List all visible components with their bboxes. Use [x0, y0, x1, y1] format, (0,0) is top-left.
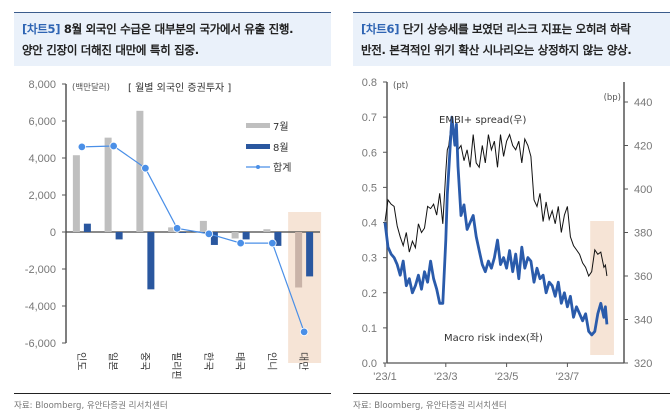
macro-risk-line [383, 115, 609, 337]
y-tick-label: 6,000 [28, 116, 56, 128]
y-left-tick-label: 0.0 [362, 358, 377, 370]
y-tick-label: -4,000 [25, 301, 56, 313]
chart5-source: 자료: Bloomberg, 유안타증권 리서치센터 [14, 401, 168, 411]
y-left-tick-label: 0.7 [362, 112, 377, 124]
chart6-tag: [차트6] [361, 22, 400, 36]
y-tick-label: -6,000 [25, 338, 56, 350]
y-left-tick-label: 0.3 [362, 253, 377, 265]
chart5-title-line2: 양안 긴장이 더해진 대만에 특히 집중. [22, 43, 199, 57]
chart-title: [ 월별 외국인 증권투자 ] [128, 82, 231, 94]
chart5-title: [차트5] 8월 외국인 수급은 대부분의 국가에서 유출 진행. 양안 긴장이… [14, 12, 331, 66]
bar-aug-7 [306, 232, 314, 277]
x-tick-label: '23/3 [434, 371, 458, 383]
right-unit-label: (bp) [604, 93, 621, 103]
bar-jul-3 [168, 227, 176, 232]
bar-jul-1 [104, 137, 112, 232]
chart6-divider [353, 393, 670, 394]
unit-label: (백만달러) [72, 82, 110, 93]
chart5-tag: [차트5] [22, 22, 61, 36]
y-left-tick-label: 0.5 [362, 182, 377, 194]
y-tick-label: 8,000 [28, 79, 56, 91]
x-tick-label: '23/1 [373, 371, 397, 383]
bar-jul-6 [263, 229, 271, 232]
chart5-panel: [차트5] 8월 외국인 수급은 대부분의 국가에서 유출 진행. 양안 긴장이… [0, 0, 331, 417]
bar-jul-4 [199, 220, 207, 232]
bar-aug-0 [83, 223, 91, 232]
bar-aug-5 [242, 232, 250, 240]
x-label-0: 인도 [75, 352, 87, 370]
x-label-6: 인니 [265, 352, 277, 370]
legend-jul-swatch [246, 123, 270, 128]
total-point-6 [268, 238, 277, 248]
legend-aug-label: 8월 [273, 142, 289, 154]
legend-jul-label: 7월 [273, 121, 289, 133]
legend-total-marker [256, 165, 260, 169]
highlight-band-recent [590, 221, 614, 355]
bar-jul-7 [295, 232, 303, 288]
left-unit-label: (pt) [393, 81, 408, 91]
y-left-tick-label: 0.2 [362, 288, 377, 300]
y-left-tick-label: 0.6 [362, 147, 377, 159]
chart6-title-line2: 반전. 본격적인 위기 확산 시나리오는 상정하지 않는 양상. [361, 43, 632, 57]
embi-spread-line [384, 117, 608, 278]
bar-aug-6 [274, 232, 282, 246]
y-tick-label: -2,000 [25, 264, 56, 276]
bar-aug-4 [210, 232, 218, 245]
bar-aug-2 [147, 232, 155, 290]
x-label-2: 중국 [138, 352, 150, 370]
x-label-3: 필리핀 [170, 352, 182, 380]
x-label-4: 한국 [202, 352, 214, 370]
y-right-tick-label: 320 [634, 358, 652, 370]
x-tick-label: '23/5 [495, 371, 519, 383]
legend-total-label: 합계 [273, 162, 291, 174]
bar-aug-3 [179, 232, 187, 233]
chart6-title-line1: 단기 상승세를 보였던 리스크 지표는 오히려 하락 [399, 22, 631, 36]
y-right-tick-label: 420 [634, 141, 652, 153]
embi-annotation: EMBI+ spread(우) [439, 114, 526, 126]
total-point-0 [77, 142, 87, 152]
total-point-1 [109, 141, 118, 151]
x-label-5: 태국 [234, 352, 246, 370]
chart5-divider [14, 393, 331, 394]
chart6-source: 자료: Bloomberg, 유안타증권 리서치센터 [353, 401, 507, 411]
y-left-tick-label: 0.8 [362, 77, 377, 89]
y-right-tick-label: 440 [634, 97, 652, 109]
bar-aug-1 [115, 232, 123, 240]
total-point-7 [299, 327, 309, 337]
chart6-line-chart: 0.8 0.7 0.6 0.5 0.4 0.3 0.2 0.1 0.0 440 420 400 380 3… [362, 77, 653, 383]
highlight-band-taiwan [288, 212, 322, 363]
chart6-title: [차트6] 단기 상승세를 보였던 리스크 지표는 오히려 하락 반전. 본격적… [353, 12, 670, 66]
y-right-tick-label: 360 [634, 271, 652, 283]
x-tick-label: '23/7 [556, 371, 580, 383]
legend-aug-swatch [246, 144, 270, 149]
chart6-panel: [차트6] 단기 상승세를 보였던 리스크 지표는 오히려 하락 반전. 본격적… [339, 0, 670, 417]
chart5-bar-chart: 8,000 6,000 4,000 2,000 0 -2,000 -4,000 -6,000 인… [25, 79, 322, 380]
x-label-7: 대만 [297, 352, 309, 370]
total-point-3 [172, 224, 182, 233]
macro-annotation: Macro risk index(좌) [444, 332, 543, 344]
total-line [81, 145, 305, 333]
x-label-1: 일본 [107, 352, 119, 370]
y-right-tick-label: 380 [634, 228, 652, 240]
y-left-tick-label: 0.4 [362, 218, 377, 230]
y-tick-label: 0 [50, 227, 56, 239]
y-right-tick-label: 340 [634, 315, 652, 327]
y-tick-label: 2,000 [28, 190, 56, 202]
chart5-title-line1: 8월 외국인 수급은 대부분의 국가에서 유출 진행. [60, 22, 294, 36]
y-tick-label: 4,000 [28, 153, 56, 165]
y-left-tick-label: 0.1 [362, 323, 377, 335]
bar-jul-5 [231, 232, 239, 239]
total-point-4 [204, 229, 214, 239]
total-point-5 [236, 238, 245, 248]
total-point-2 [141, 163, 150, 173]
bar-jul-2 [136, 110, 144, 232]
y-right-tick-label: 400 [634, 184, 652, 196]
bar-jul-0 [72, 155, 80, 232]
